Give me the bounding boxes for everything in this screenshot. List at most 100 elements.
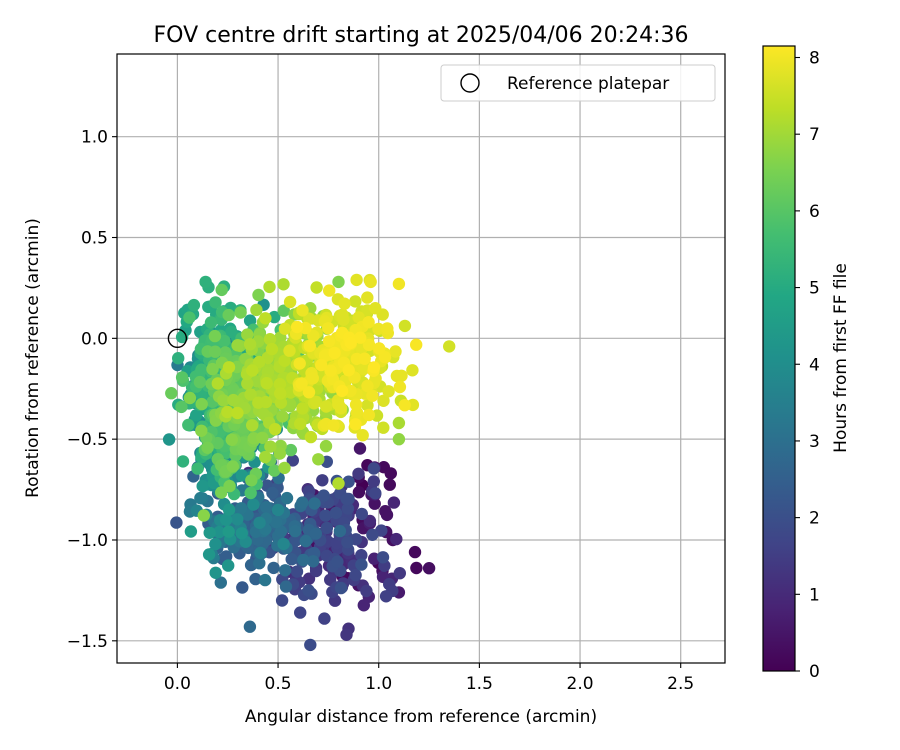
data-point [340,492,353,506]
data-point [222,308,235,322]
data-point [372,322,385,336]
data-point [226,460,239,473]
data-point [209,345,222,358]
data-point [302,584,315,597]
data-point [227,393,240,407]
data-point [360,584,373,598]
data-point [290,320,304,334]
data-point [215,283,228,297]
data-point [366,528,379,541]
data-point [277,537,290,551]
data-point [349,418,362,431]
data-point [333,524,347,538]
data-point [245,474,258,487]
data-point [395,369,408,382]
colorbar-label: Hours from first FF file [831,263,851,453]
data-point [323,284,336,297]
data-point [352,486,366,499]
data-point [206,362,219,376]
data-point [302,386,316,399]
x-tick-label: 0.5 [265,674,292,694]
data-point [320,521,334,535]
data-point [309,527,322,540]
data-point [244,486,257,500]
data-point [258,573,272,587]
data-point [274,525,288,538]
data-point [335,384,349,398]
data-point [184,525,198,538]
data-point [373,342,386,355]
data-point [191,462,204,475]
data-point [247,498,260,511]
data-point [322,322,335,335]
colorbar-tick-label: 7 [809,125,820,145]
data-point [265,342,279,356]
data-point [195,424,208,437]
data-point [307,329,320,343]
data-point [342,475,355,488]
data-point [176,455,190,468]
plot-area: 0.0 0.5 1.0 1.5 2.0 2.5 1.0 0.5 0.0 −0.5 −1.0 −1.5 [67,53,726,694]
data-point [322,335,336,348]
data-point [340,628,353,641]
data-point [278,322,292,335]
data-point [252,288,265,302]
data-point [253,355,266,369]
data-point [273,378,287,391]
data-point [384,467,397,480]
data-point [165,387,178,400]
data-point [244,388,257,401]
data-point [379,505,392,518]
data-point [344,336,357,350]
data-point [387,496,401,509]
data-point [236,581,249,594]
data-point [319,439,333,453]
x-axis-label: Angular distance from reference (arcmin) [245,707,597,727]
data-point [249,572,262,586]
data-point [190,409,203,422]
y-tick-label: −0.5 [67,430,108,450]
data-point [378,351,392,364]
colorbar: 0 1 2 3 4 5 6 7 8 Hours from first FF file [762,45,851,682]
data-point [221,405,234,419]
y-tick-label: −1.5 [67,632,108,652]
data-point [199,275,212,289]
data-point [296,304,309,317]
colorbar-tick-label: 3 [809,432,820,452]
data-point [362,316,375,329]
data-point [193,375,207,389]
data-point [259,312,272,325]
data-point [362,408,376,422]
data-point [443,340,456,353]
data-point [277,278,290,291]
colorbar-tick-label: 2 [809,509,820,529]
data-point [329,506,343,520]
data-point [280,491,294,505]
colorbar-tick-label: 5 [809,279,820,299]
data-point [303,312,316,325]
data-point [295,377,308,390]
data-point [349,295,362,308]
data-point [306,372,319,385]
data-point [320,400,333,413]
data-point [361,399,374,412]
data-point [235,469,249,482]
data-point [381,322,394,335]
data-point [294,606,307,619]
chart-title: FOV centre drift starting at 2025/04/06 … [154,23,689,48]
data-point [303,339,316,353]
legend-box [440,64,716,102]
data-point [218,334,231,348]
data-point [309,564,323,578]
data-point [332,275,345,289]
y-axis-label: Rotation from reference (arcmin) [23,218,43,498]
data-point [307,555,320,568]
data-point [353,442,367,455]
data-point [183,391,197,405]
data-point [274,396,288,409]
data-point [201,441,214,454]
data-point [172,352,185,365]
colorbar-gradient [762,45,796,672]
data-point [358,352,371,365]
